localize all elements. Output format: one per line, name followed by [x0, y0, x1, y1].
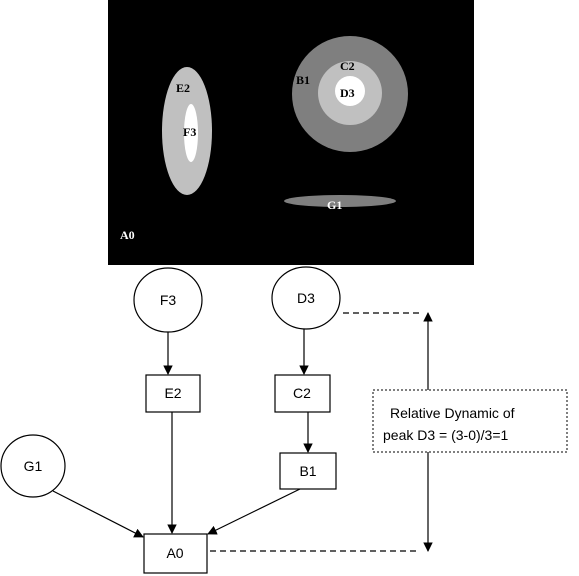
spot-d3	[335, 76, 365, 106]
gel-image: E2 F3 B1 C2 D3 G1 A0	[108, 0, 474, 265]
node-b1-label: B1	[299, 463, 316, 479]
edge-b1-a0	[207, 488, 301, 535]
label-b1: B1	[296, 73, 310, 87]
annotation-line-1: Relative Dynamic of	[390, 405, 515, 421]
label-a0: A0	[120, 228, 135, 242]
node-e2-label: E2	[164, 385, 181, 401]
label-c2: C2	[340, 59, 355, 73]
node-c2	[274, 374, 331, 413]
node-a0	[143, 533, 208, 574]
label-e2: E2	[176, 81, 190, 95]
node-b1	[279, 452, 337, 490]
node-e2	[145, 374, 201, 413]
node-d3	[271, 266, 341, 330]
spot-f3	[184, 104, 198, 162]
label-f3: F3	[183, 125, 196, 139]
label-g1: G1	[327, 198, 342, 212]
annotation-line-2: peak D3 = (3-0)/3=1	[383, 427, 509, 443]
node-g1-label: G1	[24, 458, 43, 474]
node-g1	[0, 434, 66, 498]
tree-diagram: F3 D3 G1 E2 C2 B1 A0 Relative Dynamic of…	[0, 266, 568, 574]
annotation-box	[372, 389, 568, 453]
node-a0-label: A0	[166, 545, 183, 561]
node-f3-label: F3	[160, 292, 177, 308]
spot-g1	[284, 195, 396, 207]
node-d3-label: D3	[297, 290, 315, 306]
label-d3: D3	[340, 86, 355, 100]
edge-g1-a0	[52, 490, 144, 538]
node-c2-label: C2	[293, 385, 311, 401]
